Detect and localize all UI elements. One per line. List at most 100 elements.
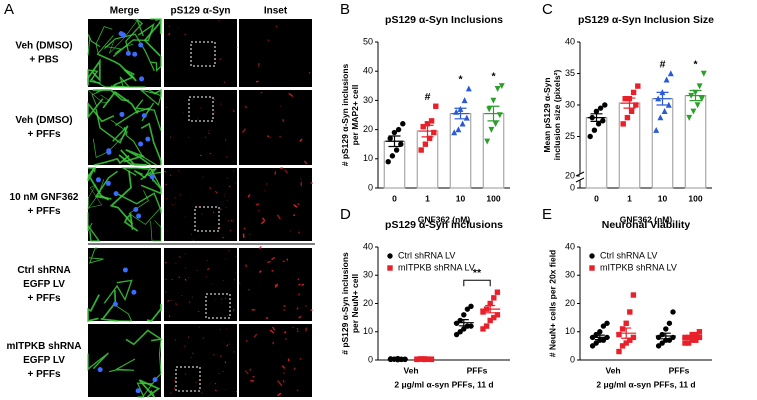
data-point (666, 320, 673, 326)
data-point (433, 103, 439, 109)
neurite (112, 22, 155, 58)
speck (249, 368, 252, 371)
row-label: EGFP LV (23, 279, 65, 290)
neurite (133, 166, 162, 189)
neurite (87, 58, 101, 86)
speck (283, 331, 287, 334)
speck (258, 245, 262, 250)
neurite (88, 247, 104, 264)
y-axis-label: Mean pS129 α-Syninclusion size (pixels²) (542, 69, 562, 160)
y-tick-label: 25 (565, 131, 575, 141)
error-bar (418, 124, 437, 138)
nucleus (122, 267, 128, 273)
speck (277, 392, 282, 397)
neurite (123, 149, 152, 166)
data-point (624, 114, 631, 121)
data-point (665, 101, 672, 108)
row-label: + PFFs (27, 293, 61, 304)
data-point (487, 300, 493, 307)
data-point (698, 96, 705, 102)
y-tick-label: 30 (565, 99, 575, 109)
neurite (87, 167, 110, 201)
y-tick-label: 20 (363, 298, 373, 308)
neurite (134, 99, 162, 131)
inset-box (188, 96, 214, 122)
data-point (491, 314, 497, 321)
y-tick-label: 0 (570, 182, 575, 192)
neurite (150, 56, 162, 72)
data-point (483, 323, 490, 329)
micrograph-texture (87, 247, 162, 323)
speck (212, 211, 215, 214)
y-tick-label: 40 (565, 241, 575, 251)
neurite (109, 170, 134, 225)
micrograph-texture (87, 18, 162, 88)
chart-title: pS129 α-Syn Inclusion Size (578, 14, 714, 26)
data-point (661, 108, 668, 114)
micrograph-texture (87, 166, 162, 242)
column-header: pS129 α-Syn (170, 6, 230, 17)
data-point (663, 76, 670, 83)
data-point (461, 97, 468, 104)
speck (258, 270, 262, 273)
axis-break (575, 171, 585, 177)
column-header: Merge (110, 6, 140, 17)
speck (286, 258, 289, 261)
speck (282, 119, 285, 122)
speck (277, 380, 283, 387)
data-point (490, 97, 497, 104)
legend-label: Ctrl shRNA LV (398, 250, 455, 260)
nucleus (113, 191, 119, 197)
row-label: EGFP LV (23, 355, 65, 366)
neurite (100, 290, 118, 322)
data-point (616, 331, 622, 338)
data-point (623, 340, 629, 346)
speck (167, 299, 170, 302)
neurite (92, 89, 129, 102)
y-tick-label: 40 (363, 66, 373, 76)
speck (200, 107, 202, 109)
data-point (633, 102, 639, 108)
x-tick-label: Veh (403, 365, 418, 375)
speck (164, 261, 167, 264)
x-tick-label: 0 (392, 193, 397, 203)
data-point (480, 309, 486, 315)
inset-box (175, 366, 201, 392)
neurite (138, 379, 161, 398)
data-point (619, 326, 626, 332)
data-point (587, 133, 593, 140)
micrograph (164, 248, 237, 321)
nucleus (136, 213, 142, 219)
panel-letter: E (542, 206, 552, 223)
error-bar (655, 332, 676, 340)
micrograph (239, 324, 312, 397)
neurite (140, 122, 162, 165)
data-point (622, 96, 628, 102)
data-point (451, 129, 458, 136)
data-point (663, 326, 669, 332)
x-tick-label: PFFs (467, 365, 488, 375)
nucleus (106, 149, 112, 155)
data-point (657, 114, 664, 121)
bar (482, 112, 505, 189)
speck (214, 389, 217, 392)
data-point (468, 323, 474, 329)
x-tick-label: 10 (456, 193, 466, 203)
speck (232, 308, 235, 311)
legend-label: mITPKB shRNA LV (600, 262, 677, 272)
nucleus (152, 377, 158, 383)
speck (271, 326, 276, 331)
speck (235, 390, 238, 393)
speck (219, 58, 222, 61)
speck (223, 81, 226, 84)
micrograph-texture (87, 329, 164, 398)
legend-label: mITPKB shRNA LV (398, 262, 475, 272)
speck (299, 138, 303, 143)
data-point (431, 129, 437, 136)
significance: # (425, 91, 431, 103)
chart: E Neuronal Viability 2 μg/ml α-syn PFFs, 1… (542, 206, 712, 389)
speck (305, 327, 308, 332)
